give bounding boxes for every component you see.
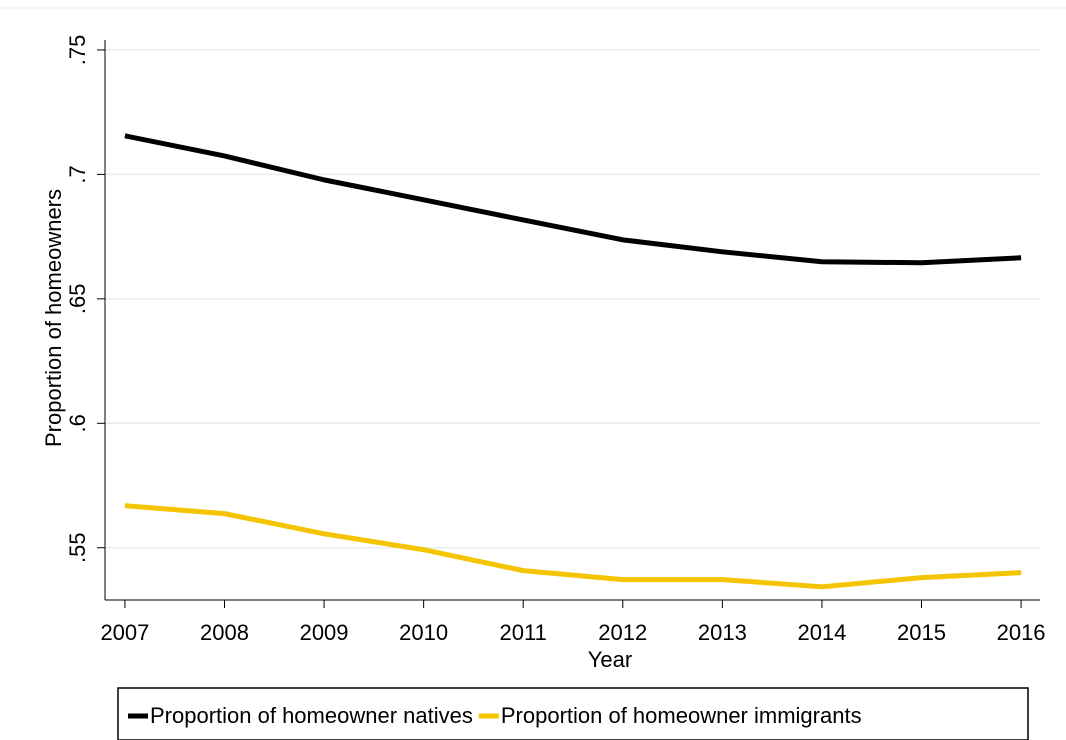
x-tick-label: 2011 — [500, 620, 547, 645]
x-tick-label: 2012 — [598, 620, 647, 645]
legend-label: Proportion of homeowner natives — [150, 703, 473, 728]
legend-label: Proportion of homeowner immigrants — [501, 703, 862, 728]
y-tick-label: .6 — [65, 414, 90, 432]
x-tick-label: 2007 — [100, 620, 149, 645]
x-tick-label: 2010 — [399, 620, 448, 645]
y-axis-title: Proportion of homeowners — [41, 189, 66, 447]
x-tick-label: 2015 — [897, 620, 946, 645]
x-axis-title: Year — [588, 647, 632, 672]
y-tick-label: .65 — [65, 284, 90, 315]
y-tick-label: .7 — [65, 165, 90, 183]
series-line — [124, 503, 1022, 590]
y-tick-label: .75 — [65, 35, 90, 66]
series-line — [124, 133, 1022, 266]
x-tick-label: 2008 — [200, 620, 249, 645]
x-tick-label: 2016 — [997, 620, 1046, 645]
y-tick-label: .55 — [65, 532, 90, 563]
legend-box — [117, 687, 1029, 740]
x-tick-label: 2009 — [300, 620, 349, 645]
x-tick-label: 2014 — [797, 620, 846, 645]
x-tick-label: 2013 — [698, 620, 747, 645]
